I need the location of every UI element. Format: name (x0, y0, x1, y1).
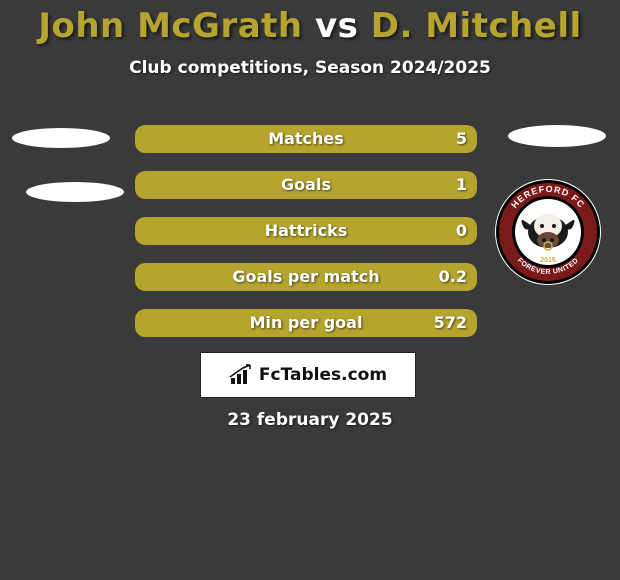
stat-value: 5 (456, 125, 467, 153)
stat-row: Matches5 (135, 125, 477, 153)
brand-box[interactable]: FcTables.com (200, 352, 416, 398)
stat-value: 0 (456, 217, 467, 245)
ellipse-icon (26, 182, 124, 202)
club-crest-icon: HEREFORD FC FOREVER UNITED 2015 (494, 178, 602, 286)
subtitle: Club competitions, Season 2024/2025 (0, 58, 620, 78)
ellipse-icon (12, 128, 110, 148)
stat-value: 1 (456, 171, 467, 199)
stat-row: Goals1 (135, 171, 477, 199)
stat-row: Hattricks0 (135, 217, 477, 245)
stat-label: Goals per match (135, 263, 477, 291)
stat-value: 0.2 (439, 263, 467, 291)
right-team-badge-top (508, 125, 606, 147)
stat-label: Goals (135, 171, 477, 199)
player-a-name: John McGrath (38, 6, 302, 46)
stat-value: 572 (434, 309, 467, 337)
page-title: John McGrath vs D. Mitchell (0, 0, 620, 46)
stat-row: Min per goal572 (135, 309, 477, 337)
left-team-badge (12, 128, 124, 202)
vs-word: vs (315, 6, 358, 46)
stat-label: Matches (135, 125, 477, 153)
brand-text: FcTables.com (259, 365, 387, 385)
ellipse-icon (508, 125, 606, 147)
stat-label: Hattricks (135, 217, 477, 245)
bar-chart-icon (229, 364, 253, 386)
comparison-card: John McGrath vs D. Mitchell Club competi… (0, 0, 620, 580)
stat-row: Goals per match0.2 (135, 263, 477, 291)
crest-year: 2015 (540, 257, 556, 264)
stat-label: Min per goal (135, 309, 477, 337)
date-text: 23 february 2025 (0, 410, 620, 430)
player-b-name: D. Mitchell (371, 6, 582, 46)
stats-bars: Matches5Goals1Hattricks0Goals per match0… (135, 125, 477, 355)
